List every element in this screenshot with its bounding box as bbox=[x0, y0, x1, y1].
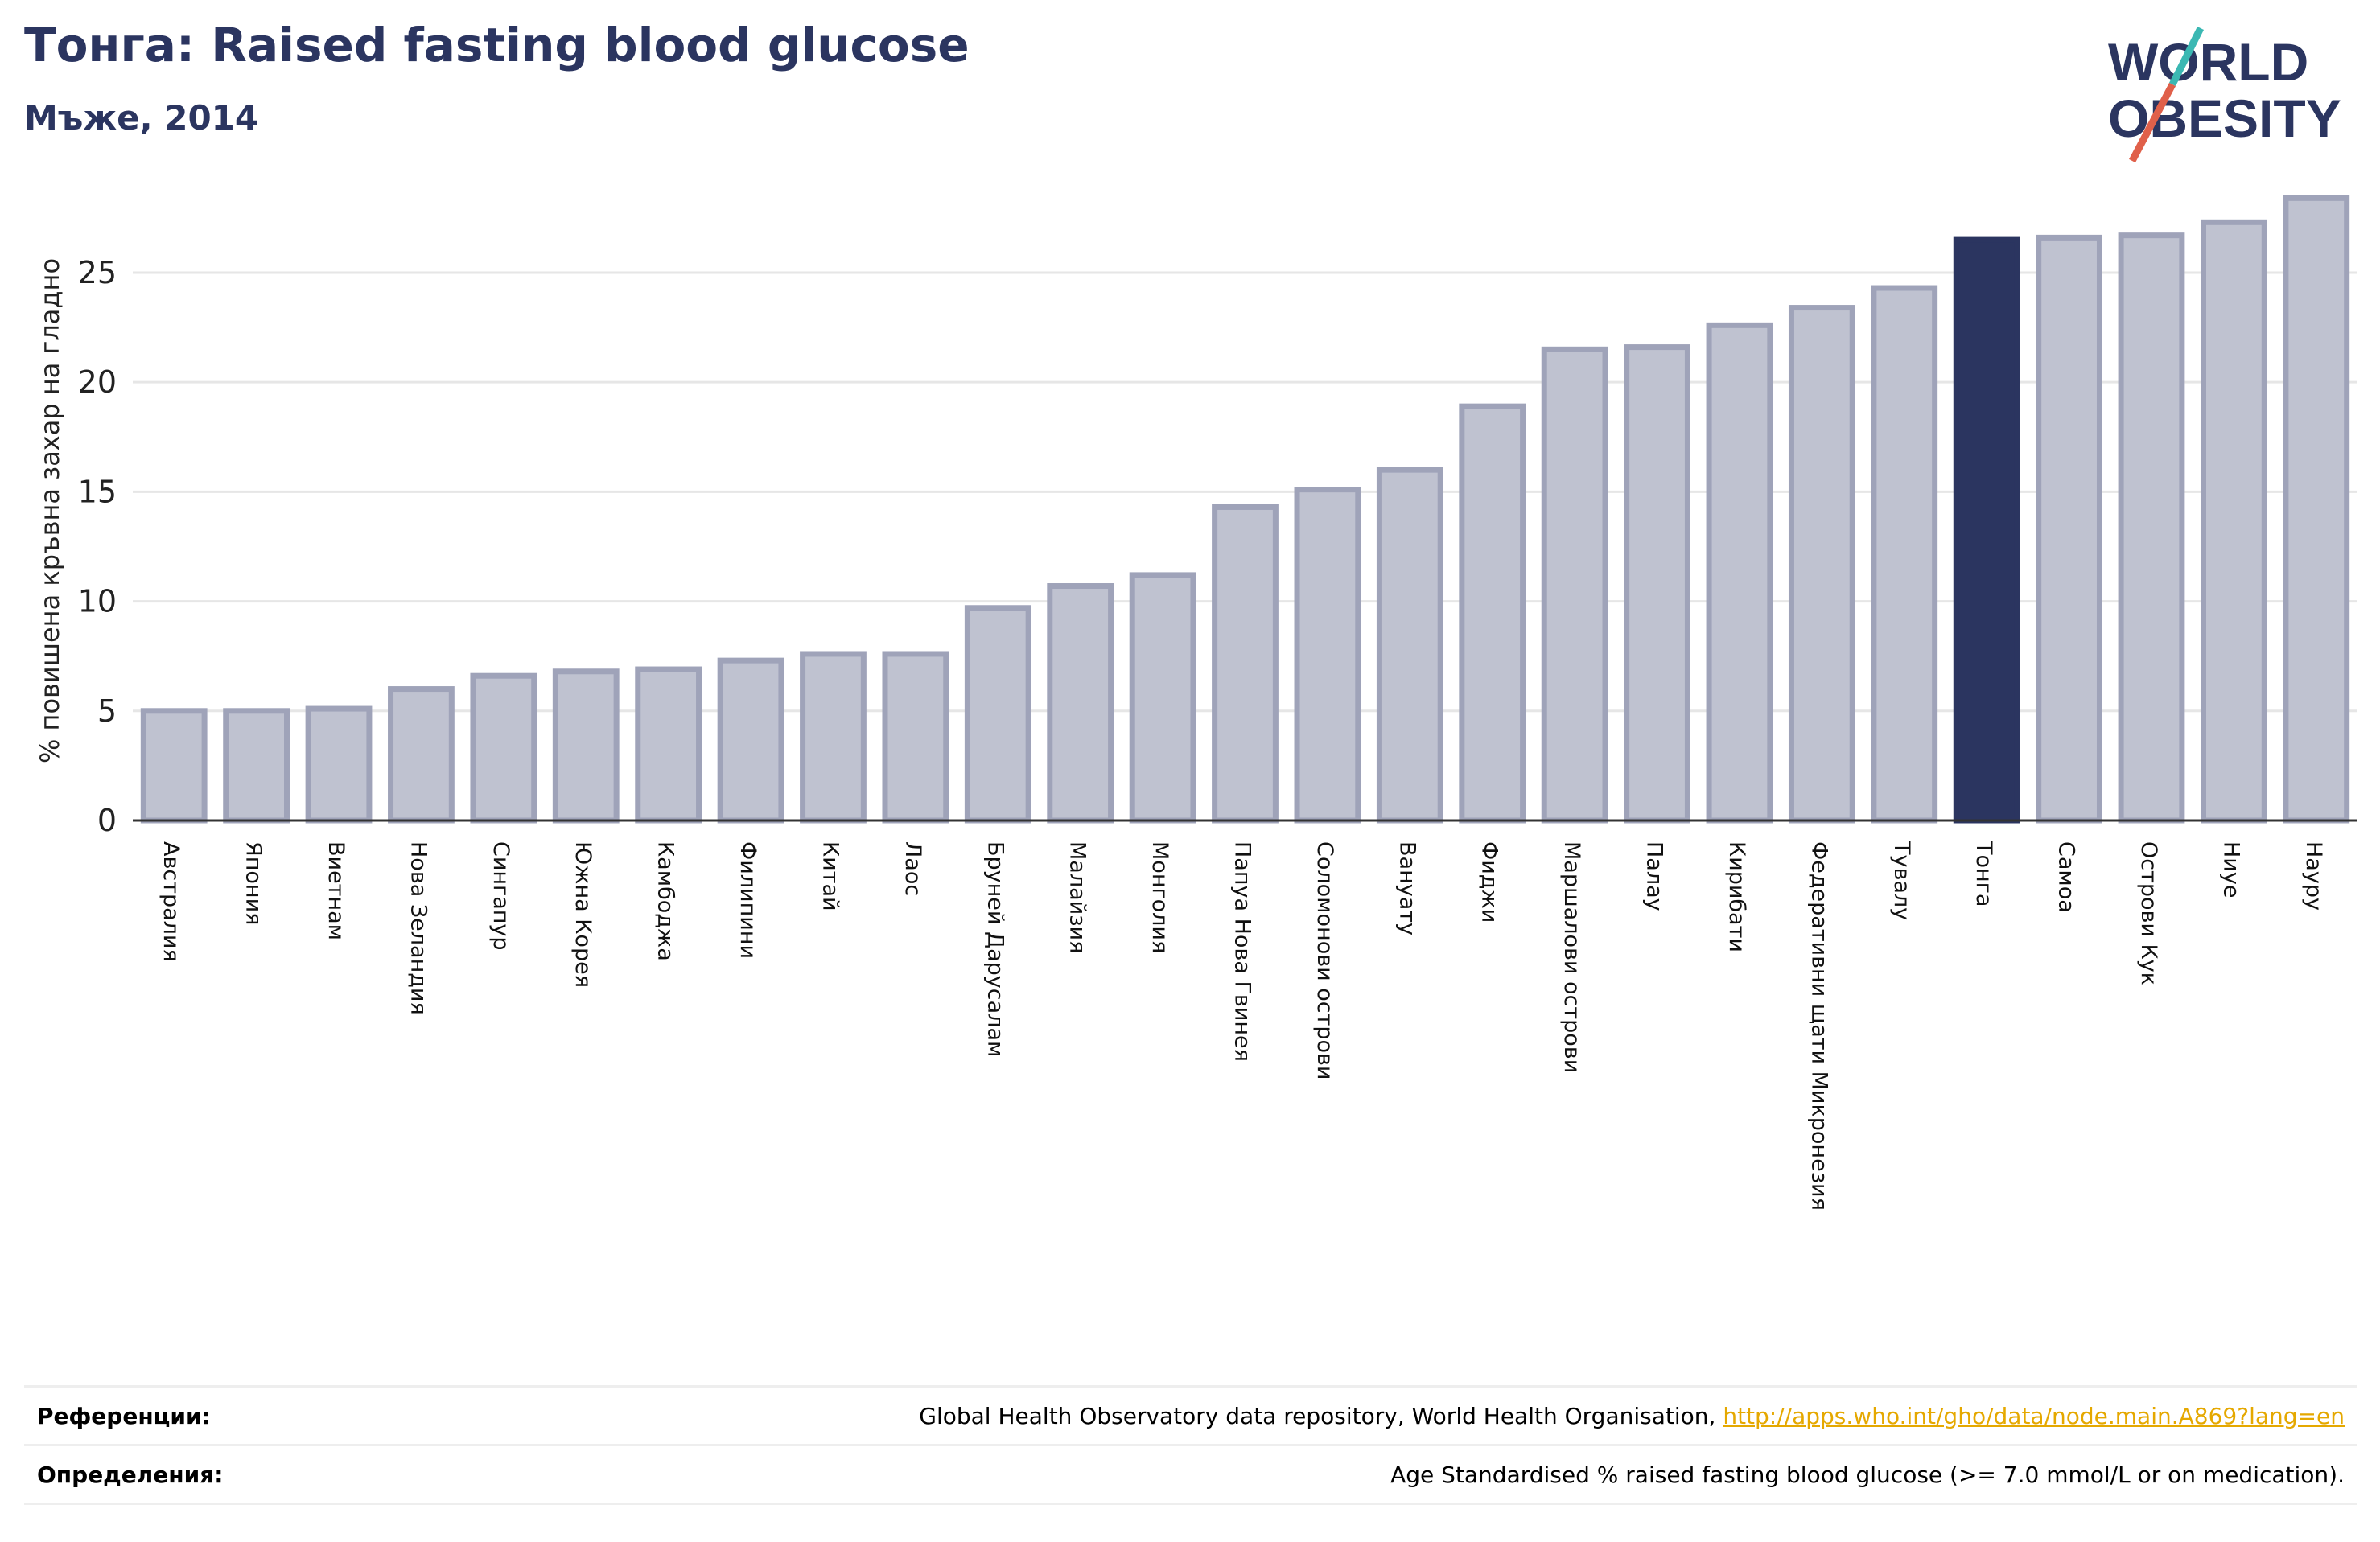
references-text: Global Health Observatory data repositor… bbox=[919, 1402, 1716, 1429]
x-tick-label: Федеративни щати Микронезия bbox=[1806, 841, 1831, 1211]
x-tick-label: Бруней Дарусалам bbox=[982, 841, 1007, 1057]
x-tick-label: Тонга bbox=[1971, 841, 1996, 907]
x-tick-label: Самоа bbox=[2054, 841, 2079, 913]
x-tick-label: Австралия bbox=[159, 841, 183, 962]
bar bbox=[800, 651, 867, 824]
bar bbox=[1541, 346, 1608, 824]
bar bbox=[2036, 234, 2102, 824]
bar bbox=[2200, 219, 2267, 824]
y-axis-label: % повишена кръвна захар на гладно bbox=[35, 258, 65, 763]
x-tick-label: Малайзия bbox=[1065, 841, 1090, 953]
x-tick-label: Япония bbox=[241, 841, 266, 925]
bar bbox=[140, 708, 208, 824]
x-tick-label: Кирибати bbox=[1724, 841, 1749, 952]
references-link[interactable]: http://apps.who.int/gho/data/node.main.A… bbox=[1723, 1402, 2345, 1429]
logo-slash-top bbox=[2168, 26, 2205, 87]
x-tick-label: Нова Зеландия bbox=[406, 841, 430, 1015]
x-tick-label: Маршалови острови bbox=[1559, 841, 1584, 1073]
bar bbox=[635, 666, 702, 824]
chart-subtitle: Мъже, 2014 bbox=[24, 98, 259, 138]
definitions-text: Age Standardised % raised fasting blood … bbox=[1390, 1461, 2345, 1488]
y-tick-label: 10 bbox=[78, 584, 117, 619]
x-tick-label: Фиджи bbox=[1477, 841, 1502, 923]
y-tick-label: 25 bbox=[78, 255, 117, 290]
x-tick-label: Лаос bbox=[900, 841, 925, 896]
bar bbox=[964, 605, 1031, 824]
x-tick-label: Виетнам bbox=[323, 841, 348, 940]
y-tick-label: 0 bbox=[97, 803, 117, 838]
bar bbox=[1459, 403, 1526, 824]
x-tick-label: Сингапур bbox=[488, 841, 513, 951]
bar bbox=[305, 705, 373, 824]
world-obesity-logo: WORLD OBESITY bbox=[2108, 26, 2341, 163]
y-tick-label: 15 bbox=[78, 474, 117, 509]
bar bbox=[1706, 322, 1773, 824]
x-tick-label: Монголия bbox=[1147, 841, 1172, 953]
x-tick-label: Ниуе bbox=[2218, 841, 2243, 898]
references-label: Референции: bbox=[37, 1402, 211, 1429]
definitions-label: Определения: bbox=[37, 1461, 224, 1488]
bar bbox=[882, 651, 949, 824]
x-tick-label: Филипини bbox=[735, 841, 760, 959]
x-tick-label: Острови Кук bbox=[2136, 841, 2161, 985]
bar bbox=[470, 672, 537, 824]
x-tick-label: Вануату bbox=[1394, 841, 1419, 935]
x-tick-label: Палау bbox=[1642, 841, 1667, 911]
bar bbox=[1212, 504, 1279, 824]
bar bbox=[1788, 305, 1855, 824]
bar bbox=[1129, 572, 1196, 824]
chart-title: Тонга: Raised fasting blood glucose bbox=[24, 18, 970, 72]
bar bbox=[388, 686, 455, 824]
x-tick-label: Папуа Нова Гвинея bbox=[1230, 841, 1255, 1062]
x-tick-label: Камбоджа bbox=[653, 841, 678, 961]
x-tick-label: Китай bbox=[817, 841, 842, 911]
references-row: Референции: Global Health Observatory da… bbox=[24, 1385, 2357, 1444]
bar bbox=[717, 657, 784, 824]
info-table: Референции: Global Health Observatory da… bbox=[24, 1385, 2357, 1505]
x-tick-label: Тувалу bbox=[1889, 841, 1914, 920]
bar bbox=[1376, 467, 1443, 824]
references-value: Global Health Observatory data repositor… bbox=[919, 1403, 2357, 1429]
x-tick-label: Соломонови острови bbox=[1312, 841, 1337, 1079]
bar bbox=[552, 668, 620, 824]
logo-slash-bottom bbox=[2129, 82, 2176, 163]
y-tick-label: 20 bbox=[78, 364, 117, 400]
bar bbox=[2118, 232, 2185, 824]
definitions-row: Определения: Age Standardised % raised f… bbox=[24, 1444, 2357, 1505]
bar-chart: 0 5 10 15 20 25 % повишена кръвна захар на гла… bbox=[35, 195, 2357, 1211]
bar bbox=[1294, 487, 1361, 824]
bar bbox=[223, 708, 290, 824]
x-tick-label: Науру bbox=[2301, 841, 2326, 911]
y-tick-label: 5 bbox=[97, 693, 117, 729]
x-tick-label: Южна Корея bbox=[570, 841, 595, 988]
bar bbox=[2283, 195, 2350, 824]
bar bbox=[1871, 285, 1938, 824]
bar bbox=[1624, 344, 1690, 824]
bar bbox=[1953, 236, 2020, 824]
bar bbox=[1047, 583, 1114, 824]
logo-line1: WORLD bbox=[2108, 32, 2308, 92]
